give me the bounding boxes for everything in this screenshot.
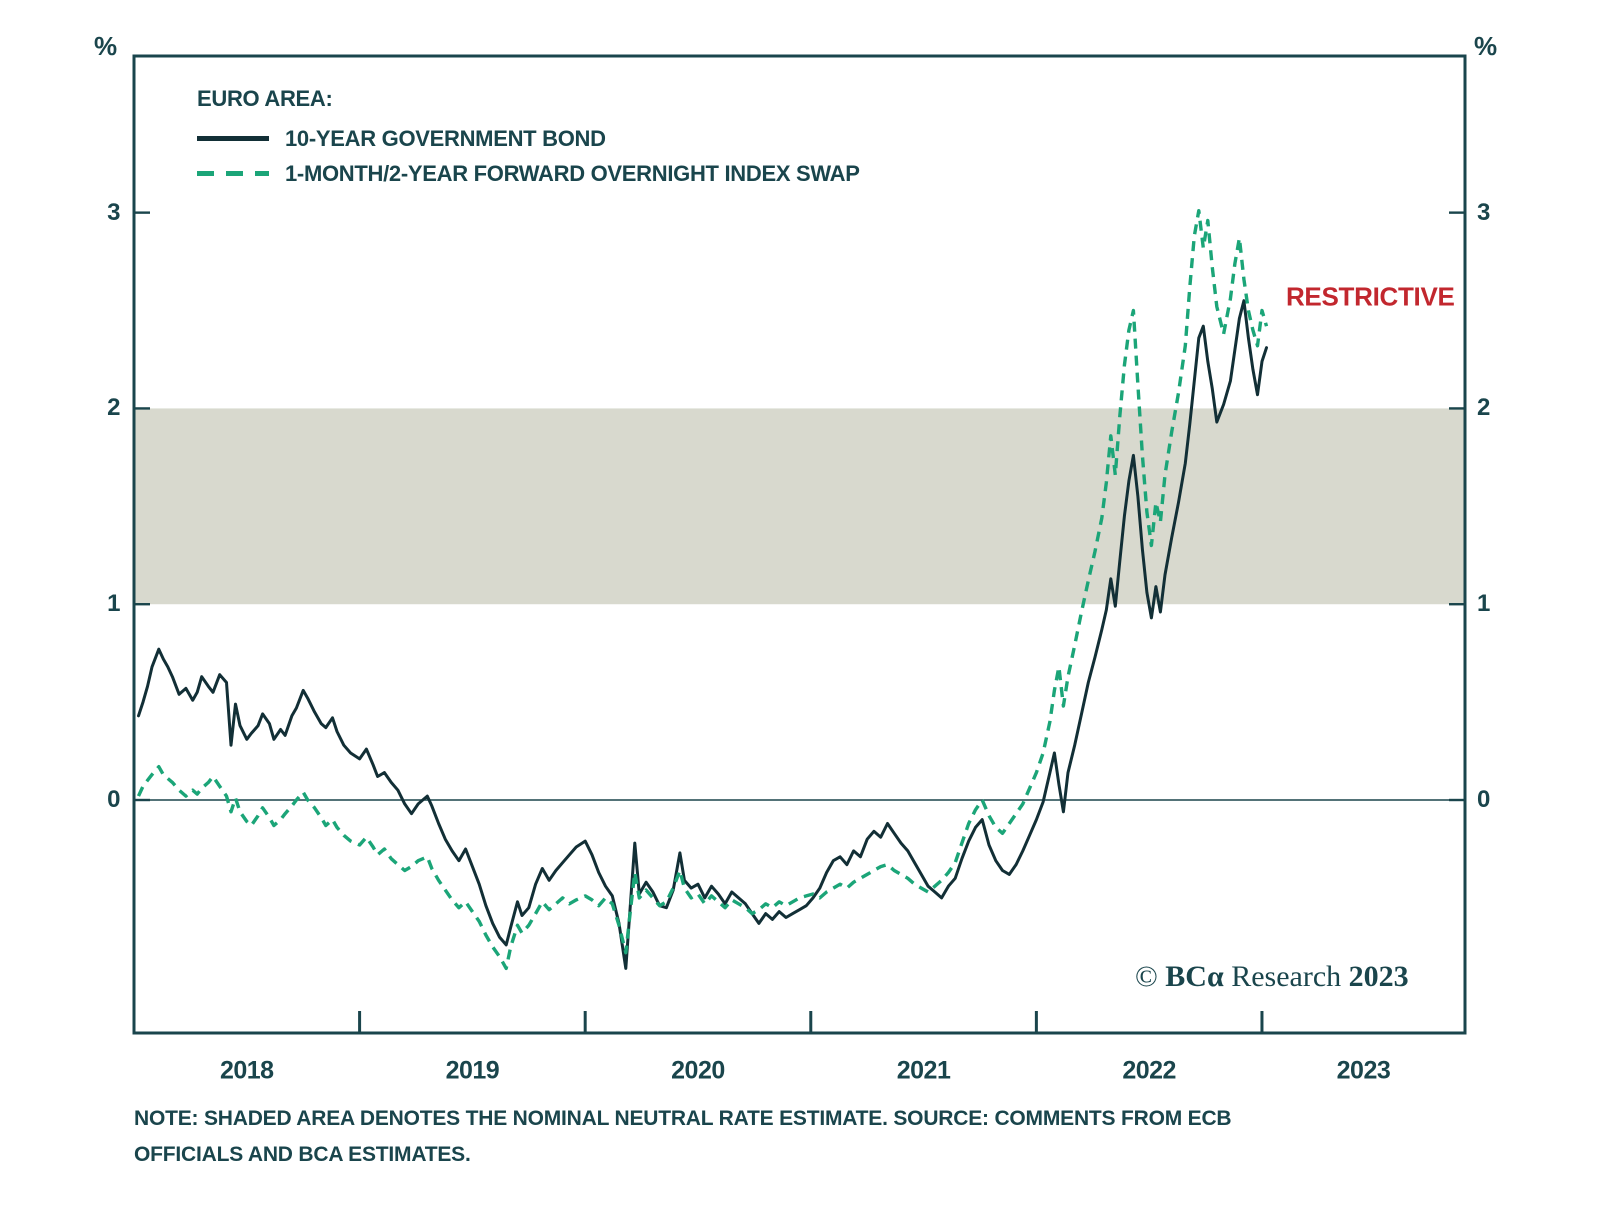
neutral-rate-band bbox=[134, 408, 1465, 605]
copyright-name: Research bbox=[1223, 960, 1349, 993]
footnote-line-1: NOTE: SHADED AREA DENOTES THE NOMINAL NE… bbox=[134, 1107, 1232, 1130]
legend: EURO AREA: 10-YEAR GOVERNMENT BOND 1-MON… bbox=[197, 86, 860, 191]
y-tick-label-left: 2 bbox=[107, 394, 120, 422]
x-tick-label: 2019 bbox=[445, 1056, 500, 1085]
legend-label-bond: 10-YEAR GOVERNMENT BOND bbox=[285, 125, 606, 151]
y-tick-label-right: 3 bbox=[1477, 198, 1490, 226]
legend-label-ois: 1-MONTH/2-YEAR FORWARD OVERNIGHT INDEX S… bbox=[285, 160, 860, 186]
x-tick-label: 2022 bbox=[1122, 1056, 1176, 1085]
footnote-line-2: OFFICIALS AND BCA ESTIMATES. bbox=[134, 1143, 471, 1166]
copyright-year: 2023 bbox=[1348, 960, 1409, 993]
solid-line-swatch bbox=[197, 136, 269, 141]
dashed-line-swatch bbox=[197, 171, 269, 176]
legend-item-ois: 1-MONTH/2-YEAR FORWARD OVERNIGHT INDEX S… bbox=[197, 156, 860, 191]
y-tick-label-right: 2 bbox=[1477, 394, 1490, 422]
bond-yield-line bbox=[137, 299, 1268, 970]
legend-title: EURO AREA: bbox=[197, 86, 333, 111]
forward-ois-line bbox=[136, 209, 1269, 971]
copyright-symbol: © bbox=[1135, 960, 1166, 993]
y-tick-label-right: 0 bbox=[1477, 786, 1490, 813]
legend-item-bond: 10-YEAR GOVERNMENT BOND bbox=[197, 121, 860, 156]
footnote: NOTE: SHADED AREA DENOTES THE NOMINAL NE… bbox=[134, 1101, 1232, 1173]
y-tick-label-left: 0 bbox=[107, 786, 120, 813]
y-axis-unit-left: % bbox=[94, 31, 117, 61]
restrictive-annotation: RESTRICTIVE bbox=[1285, 281, 1455, 312]
copyright: © BCα Research 2023 bbox=[1135, 960, 1409, 994]
y-axis-unit-right: % bbox=[1474, 31, 1497, 61]
y-tick-label-left: 1 bbox=[107, 590, 120, 618]
x-tick-label: 2018 bbox=[219, 1056, 274, 1085]
y-tick-label-right: 1 bbox=[1477, 590, 1490, 618]
x-tick-label: 2020 bbox=[671, 1056, 725, 1085]
x-tick-label: 2021 bbox=[896, 1056, 951, 1085]
plot-frame bbox=[132, 54, 1467, 1035]
x-tick-label: 2023 bbox=[1336, 1056, 1391, 1085]
copyright-brand: BCα bbox=[1165, 960, 1224, 993]
y-tick-label-left: 3 bbox=[107, 198, 120, 226]
